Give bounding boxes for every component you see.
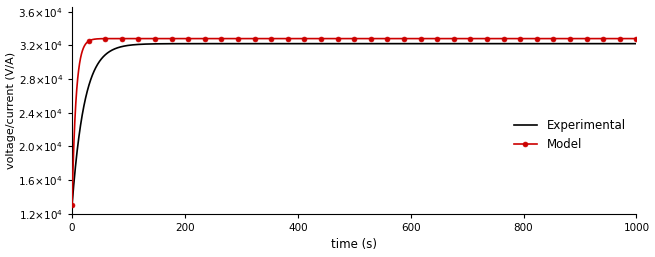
Experimental (527, 42, 534, 45)
Line: Experimental: Experimental (72, 44, 637, 205)
Model (212, 37, 219, 40)
Model (633, 37, 641, 40)
Experimental (633, 42, 641, 45)
Line: Model: Model (69, 36, 639, 208)
Model (285, 37, 293, 40)
Y-axis label: voltage/current (V/A): voltage/current (V/A) (5, 52, 16, 169)
Experimental (284, 42, 292, 45)
Experimental (309, 42, 317, 45)
Model (622, 37, 629, 40)
X-axis label: time (s): time (s) (331, 238, 377, 251)
Experimental (561, 42, 569, 45)
Experimental (622, 42, 629, 45)
Model (561, 37, 569, 40)
Experimental (166, 42, 174, 45)
Experimental (132, 43, 140, 46)
Model (132, 37, 140, 40)
Model (68, 204, 76, 207)
Legend: Experimental, Model: Experimental, Model (509, 115, 631, 156)
Model (166, 37, 174, 40)
Model (309, 37, 317, 40)
Experimental (68, 204, 76, 207)
